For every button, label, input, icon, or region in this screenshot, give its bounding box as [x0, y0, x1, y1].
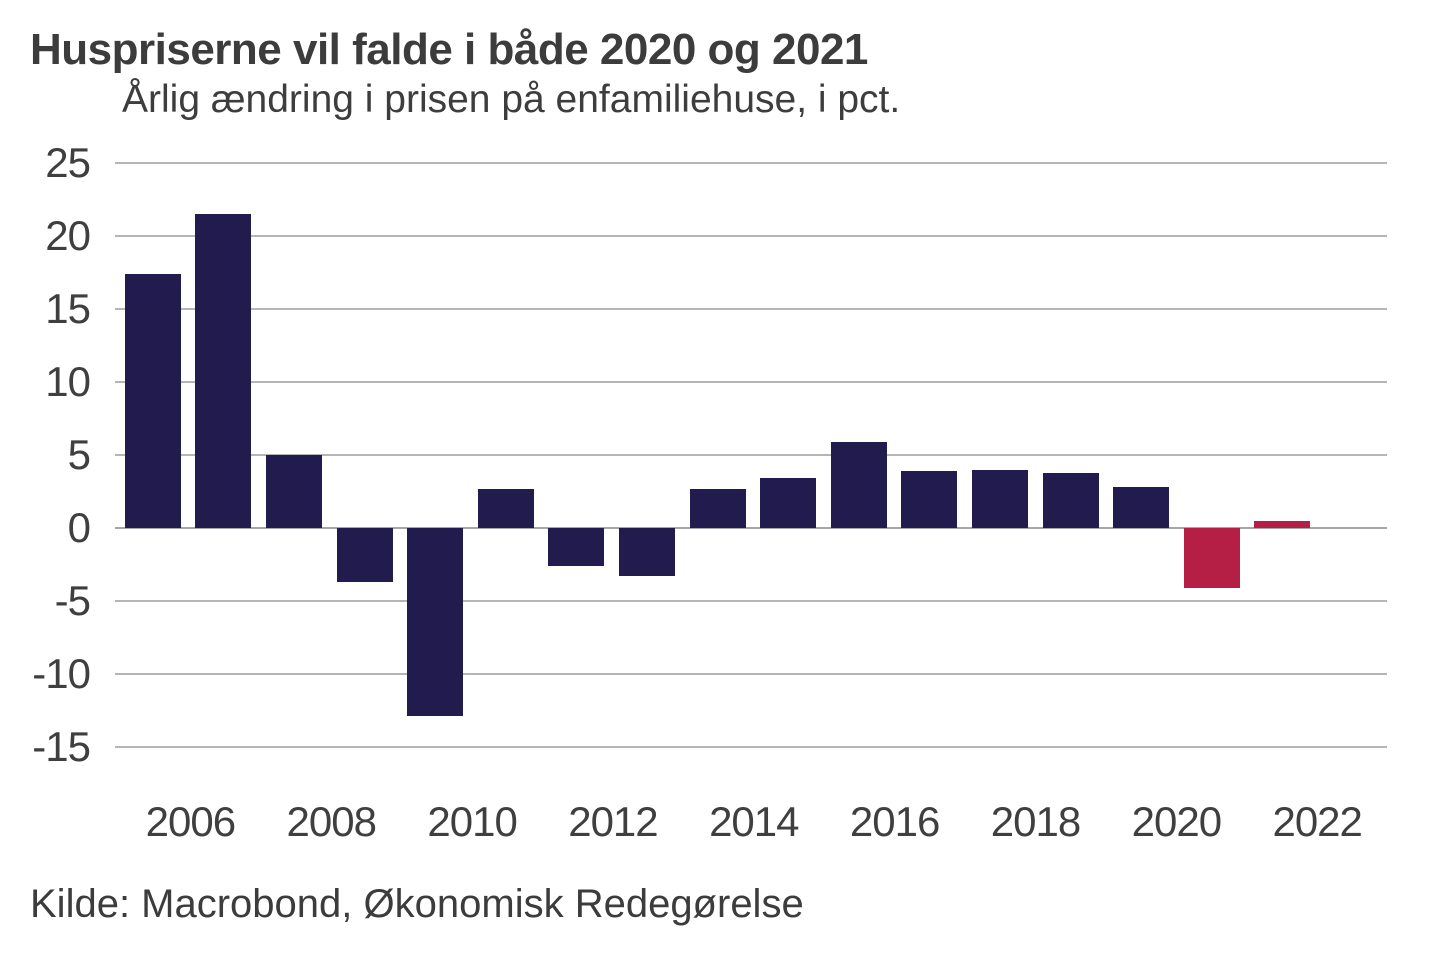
y-axis-label-10: 10: [45, 358, 91, 405]
bar-2010: [477, 488, 534, 528]
y-axis-label-25: 25: [45, 139, 91, 186]
zero-gridline: [115, 527, 1387, 529]
y-axis-label--15: -15: [32, 723, 91, 770]
gridline-20: [115, 235, 1387, 237]
x-axis-label-2014: 2014: [709, 798, 799, 845]
bar-2012: [619, 528, 675, 577]
x-axis-label-2018: 2018: [990, 798, 1081, 845]
bar-2021: [1254, 520, 1311, 528]
x-axis-label-2020: 2020: [1131, 798, 1222, 845]
gridline--5: [115, 600, 1387, 602]
x-axis-label-2012: 2012: [568, 798, 658, 845]
bar-2009: [407, 528, 464, 717]
bar-2011: [548, 528, 605, 566]
x-axis-label-2006: 2006: [145, 798, 236, 845]
gridline-25: [115, 162, 1387, 164]
chart-title: Huspriserne vil falde i både 2020 og 202…: [30, 25, 868, 74]
y-axis-label--5: -5: [54, 577, 91, 624]
y-axis-label-0: 0: [67, 504, 91, 551]
bar-2008: [336, 528, 393, 583]
y-axis-label-15: 15: [45, 285, 91, 332]
y-axis-label-5: 5: [67, 431, 91, 478]
bar-2007: [266, 455, 322, 528]
source-note: Kilde: Macrobond, Økonomisk Redegørelse: [30, 882, 804, 926]
x-axis-label-2008: 2008: [286, 798, 377, 845]
gridline-5: [115, 454, 1387, 456]
bar-2015: [830, 441, 887, 528]
bar-2014: [760, 478, 817, 528]
bar-2020: [1183, 528, 1240, 588]
bar-2005: [124, 273, 181, 528]
gridline-10: [115, 381, 1387, 383]
gridline--15: [115, 746, 1387, 748]
x-axis-label-2022: 2022: [1272, 798, 1362, 845]
bar-2013: [689, 488, 746, 528]
gridline--10: [115, 673, 1387, 675]
y-axis-label--10: -10: [32, 650, 91, 697]
gridline-15: [115, 308, 1387, 310]
x-axis-label-2010: 2010: [427, 798, 517, 845]
chart-subtitle: Årlig ændring i prisen på enfamiliehuse,…: [122, 78, 901, 121]
bar-2018: [1042, 472, 1099, 528]
bar-2016: [901, 471, 958, 528]
bar-2017: [972, 469, 1028, 528]
y-axis-label-20: 20: [45, 212, 91, 259]
bar-2019: [1113, 487, 1170, 528]
bar-2006: [195, 214, 252, 528]
x-axis-label-2016: 2016: [849, 798, 940, 845]
